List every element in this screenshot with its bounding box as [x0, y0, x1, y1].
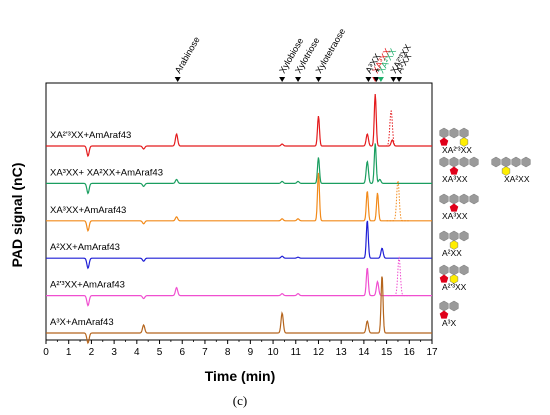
x-tick-label: 16 [404, 347, 416, 358]
x-tick-label: 9 [248, 347, 254, 358]
peak-marker [365, 77, 372, 82]
x-tick-label: 2 [89, 347, 95, 358]
x-tick-label: 8 [225, 347, 231, 358]
xylose-hexagon-icon [491, 156, 501, 168]
series-trace [46, 267, 432, 307]
x-tick-label: 3 [111, 347, 117, 358]
structure-label: XA²XX [504, 174, 530, 184]
peak-marker [390, 77, 397, 82]
xylose-hexagon-icon [459, 127, 469, 139]
x-tick-label: 12 [313, 347, 325, 358]
x-tick-label: 13 [336, 347, 348, 358]
x-tick-label: 11 [291, 347, 302, 358]
x-tick-label: 0 [43, 347, 49, 358]
xylose-hexagon-icon [459, 193, 469, 205]
peak-marker [174, 77, 181, 82]
arabinose-pentagon-icon [439, 310, 449, 319]
peak-marker-label: + [371, 65, 382, 75]
xylose-hexagon-icon [449, 127, 459, 139]
arabinose-pentagon-icon [439, 137, 449, 146]
arabinose-pentagon-icon [439, 274, 449, 283]
xylose-hexagon-icon [469, 193, 479, 205]
series-dotted-peak [387, 256, 411, 297]
x-tick-label: 10 [267, 347, 279, 358]
structure-label: XA³XX [442, 174, 468, 184]
x-tick-label: 7 [202, 347, 208, 358]
series-label: A³X+AmAraf43 [50, 317, 114, 328]
x-tick-label: 14 [358, 347, 370, 358]
series-label: A²XX+AmAraf43 [50, 242, 120, 253]
xylose-hexagon-icon [459, 230, 469, 242]
structure-label: A²XX [442, 248, 462, 258]
series-label: XA²'³XX+AmAraf43 [50, 130, 131, 141]
figure-caption: (c) [233, 393, 247, 408]
series-dotted-peak [386, 179, 410, 222]
series-label: A²'³XX+AmAraf43 [50, 280, 125, 291]
structure-label: XA²'³XX [442, 145, 472, 155]
structure-label: A²'³XX [442, 282, 467, 292]
series-trace [46, 143, 432, 195]
series-trace [46, 93, 432, 158]
xylose-hexagon-icon [439, 264, 449, 276]
structure-label: A³X [442, 318, 457, 328]
x-tick-label: 1 [66, 347, 72, 358]
y-axis-title: PAD signal (nC) [9, 163, 25, 268]
peak-marker [279, 77, 286, 82]
arabinose-2-hexagon-icon [459, 137, 469, 147]
xylose-hexagon-icon [511, 156, 521, 168]
arabinose-2-hexagon-icon [501, 166, 511, 176]
series-trace [46, 220, 432, 270]
x-axis-title: Time (min) [205, 368, 276, 384]
arabinose-pentagon-icon [449, 203, 459, 212]
xylose-hexagon-icon [449, 156, 459, 168]
xylose-hexagon-icon [449, 264, 459, 276]
x-tick-label: 6 [179, 347, 185, 358]
series-label: XA³XX+AmAraf43 [50, 205, 126, 216]
xylose-hexagon-icon [469, 156, 479, 168]
arabinose-pentagon-icon [449, 166, 459, 175]
peak-marker [295, 77, 302, 82]
series-trace [46, 276, 432, 345]
xylose-hexagon-icon [449, 300, 459, 312]
peak-marker [396, 77, 403, 82]
peak-marker [377, 77, 384, 82]
x-tick-label: 5 [157, 347, 163, 358]
xylose-hexagon-icon [439, 230, 449, 242]
peak-marker [315, 77, 322, 82]
xylose-hexagon-icon [439, 193, 449, 205]
x-tick-label: 4 [134, 347, 140, 358]
xylose-hexagon-icon [501, 156, 511, 168]
xylose-hexagon-icon [521, 156, 531, 168]
x-tick-label: 15 [381, 347, 393, 358]
peak-marker [373, 77, 380, 82]
xylose-hexagon-icon [439, 300, 449, 312]
arabinose-2-hexagon-icon [449, 274, 459, 284]
xylose-hexagon-icon [459, 264, 469, 276]
arabinose-2-hexagon-icon [449, 240, 459, 250]
x-tick-label: 17 [426, 347, 438, 358]
series-label: XA³XX+ XA²XX+AmAraf43 [50, 167, 163, 178]
xylose-hexagon-icon [449, 193, 459, 205]
xylose-hexagon-icon [459, 156, 469, 168]
peak-marker-label: Xylotetraose [314, 27, 348, 75]
structure-label: XA³XX [442, 211, 468, 221]
xylose-hexagon-icon [449, 230, 459, 242]
xylose-hexagon-icon [439, 127, 449, 139]
xylose-hexagon-icon [439, 156, 449, 168]
series-trace [46, 172, 432, 233]
peak-marker-label: Arabinose [173, 35, 202, 75]
series-dotted-peak [379, 109, 403, 147]
